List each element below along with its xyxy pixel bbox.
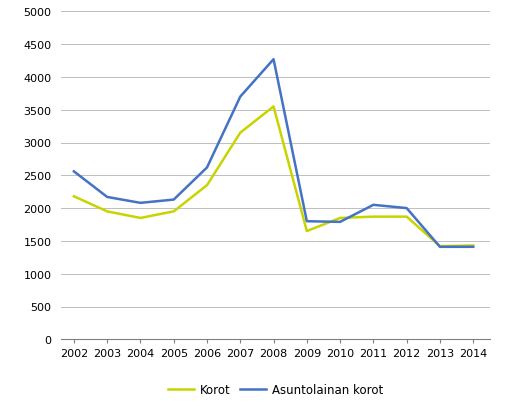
Korot bbox=[437, 244, 443, 249]
Korot bbox=[71, 194, 77, 199]
Korot bbox=[337, 216, 343, 221]
Asuntolainan korot bbox=[470, 245, 476, 249]
Korot bbox=[237, 131, 243, 136]
Korot bbox=[104, 209, 110, 214]
Asuntolainan korot bbox=[104, 195, 110, 200]
Line: Korot: Korot bbox=[74, 107, 473, 247]
Korot bbox=[370, 215, 376, 220]
Asuntolainan korot bbox=[370, 203, 376, 208]
Korot bbox=[171, 209, 177, 214]
Legend: Korot, Asuntolainan korot: Korot, Asuntolainan korot bbox=[163, 378, 387, 400]
Korot bbox=[137, 216, 143, 221]
Asuntolainan korot bbox=[71, 169, 77, 174]
Line: Asuntolainan korot: Asuntolainan korot bbox=[74, 60, 473, 247]
Asuntolainan korot bbox=[171, 198, 177, 202]
Korot bbox=[304, 229, 310, 234]
Asuntolainan korot bbox=[403, 206, 410, 211]
Korot bbox=[271, 105, 277, 110]
Asuntolainan korot bbox=[437, 245, 443, 249]
Asuntolainan korot bbox=[271, 58, 277, 63]
Asuntolainan korot bbox=[137, 201, 143, 206]
Asuntolainan korot bbox=[237, 95, 243, 100]
Asuntolainan korot bbox=[304, 219, 310, 224]
Asuntolainan korot bbox=[204, 166, 210, 171]
Korot bbox=[470, 243, 476, 248]
Korot bbox=[403, 215, 410, 220]
Asuntolainan korot bbox=[337, 220, 343, 225]
Korot bbox=[204, 183, 210, 188]
